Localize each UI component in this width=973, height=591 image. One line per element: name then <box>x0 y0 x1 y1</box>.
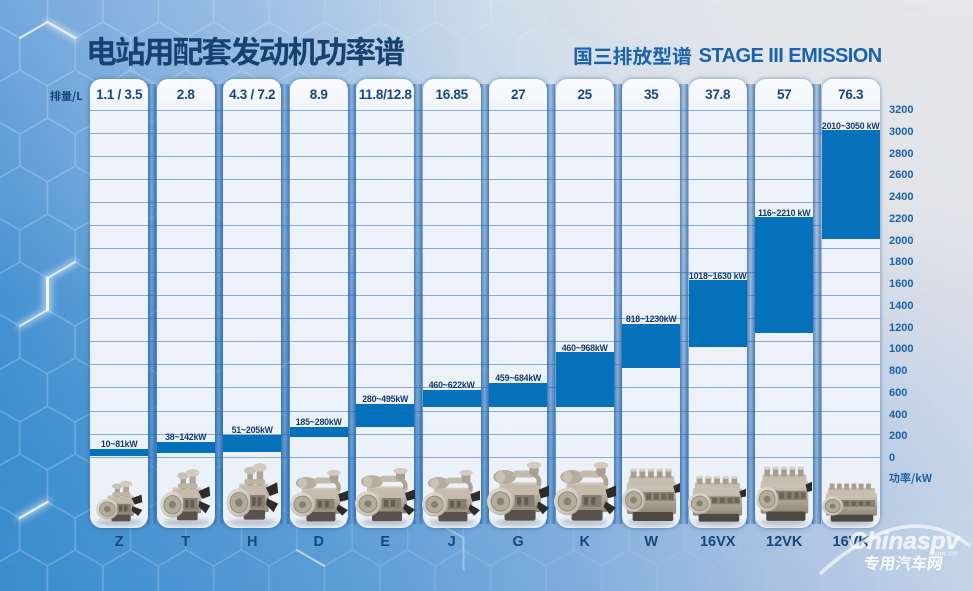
svg-text:Chinaspv: Chinaspv <box>849 528 961 555</box>
svg-text:.com.cn: .com.cn <box>929 549 958 558</box>
